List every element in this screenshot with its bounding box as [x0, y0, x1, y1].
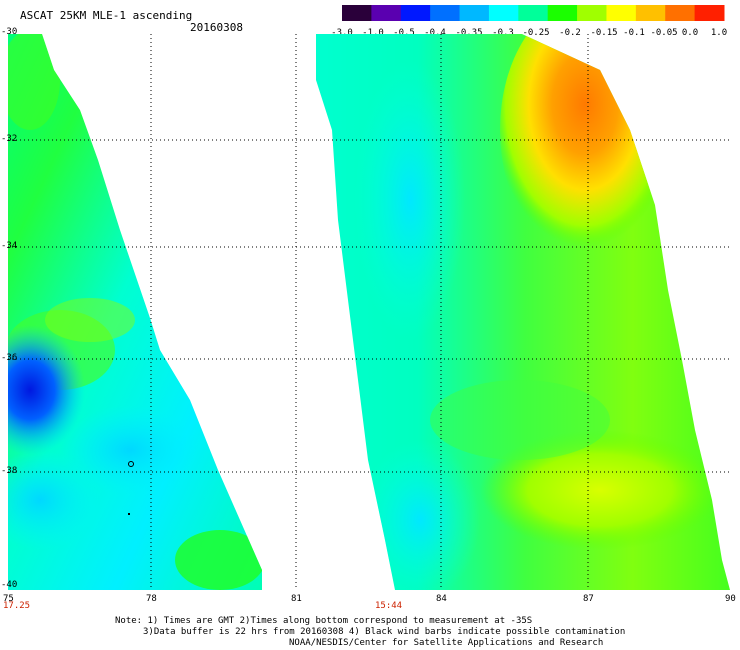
- colorbar-segment: [547, 5, 578, 21]
- colorbar-segment: [518, 5, 549, 21]
- colorbar-segment: [694, 5, 725, 21]
- map-title: ASCAT 25KM MLE-1 ascending: [20, 9, 193, 22]
- colorbar-segment: [635, 5, 666, 21]
- colorbar-segment: [371, 5, 402, 21]
- colorbar-segment: [606, 5, 637, 21]
- lon-label: 90: [725, 594, 736, 604]
- lon-label: 75: [3, 594, 14, 604]
- lat-label: -36: [1, 353, 18, 363]
- colorbar-label: -0.25: [522, 28, 550, 38]
- lat-label: -38: [1, 466, 18, 476]
- colorbar-label: 1.0: [710, 28, 728, 38]
- lon-label: 78: [146, 594, 157, 604]
- lat-label: -30: [1, 27, 18, 37]
- colorbar-segment: [342, 5, 372, 21]
- colorbar: [342, 5, 725, 21]
- colorbar-label: -3.0: [331, 28, 353, 38]
- colorbar-segment: [665, 5, 696, 21]
- colorbar-label: 0.0: [681, 28, 699, 38]
- colorbar-segment: [577, 5, 607, 21]
- lon-label: 84: [436, 594, 447, 604]
- colorbar-segment: [459, 5, 490, 21]
- map-grid: [8, 34, 732, 590]
- colorbar-label: -0.1: [623, 28, 645, 38]
- colorbar-segment: [400, 5, 431, 21]
- colorbar-label: -0.3: [492, 28, 514, 38]
- note-line-1: Note: 1) Times are GMT 2)Times along bot…: [115, 616, 533, 626]
- time-label-left: 17.25: [3, 601, 31, 611]
- colorbar-label: -0.15: [590, 28, 618, 38]
- colorbar-label: -1.0: [362, 28, 384, 38]
- lon-label: 81: [291, 594, 302, 604]
- contamination-marker: [128, 461, 134, 467]
- left-swath: [8, 34, 262, 590]
- map-date: 20160308: [190, 21, 243, 34]
- lat-label: -34: [1, 241, 18, 251]
- lat-label: -40: [1, 580, 18, 590]
- colorbar-segment: [488, 5, 519, 21]
- lat-label: -32: [1, 134, 18, 144]
- colorbar-label: -0.5: [393, 28, 415, 38]
- swath-map: [8, 34, 732, 590]
- colorbar-label: -0.35: [455, 28, 483, 38]
- note-line-2: 3)Data buffer is 22 hrs from 20160308 4)…: [143, 627, 626, 637]
- lon-label: 87: [583, 594, 594, 604]
- colorbar-segment: [430, 5, 461, 21]
- right-swath: [316, 34, 730, 590]
- time-label-right: 15:44: [375, 601, 403, 611]
- note-line-3: NOAA/NESDIS/Center for Satellite Applica…: [289, 638, 604, 648]
- colorbar-label: -0.05: [650, 28, 678, 38]
- colorbar-label: -0.2: [559, 28, 581, 38]
- colorbar-label: -0.4: [424, 28, 446, 38]
- contamination-marker: [128, 513, 130, 515]
